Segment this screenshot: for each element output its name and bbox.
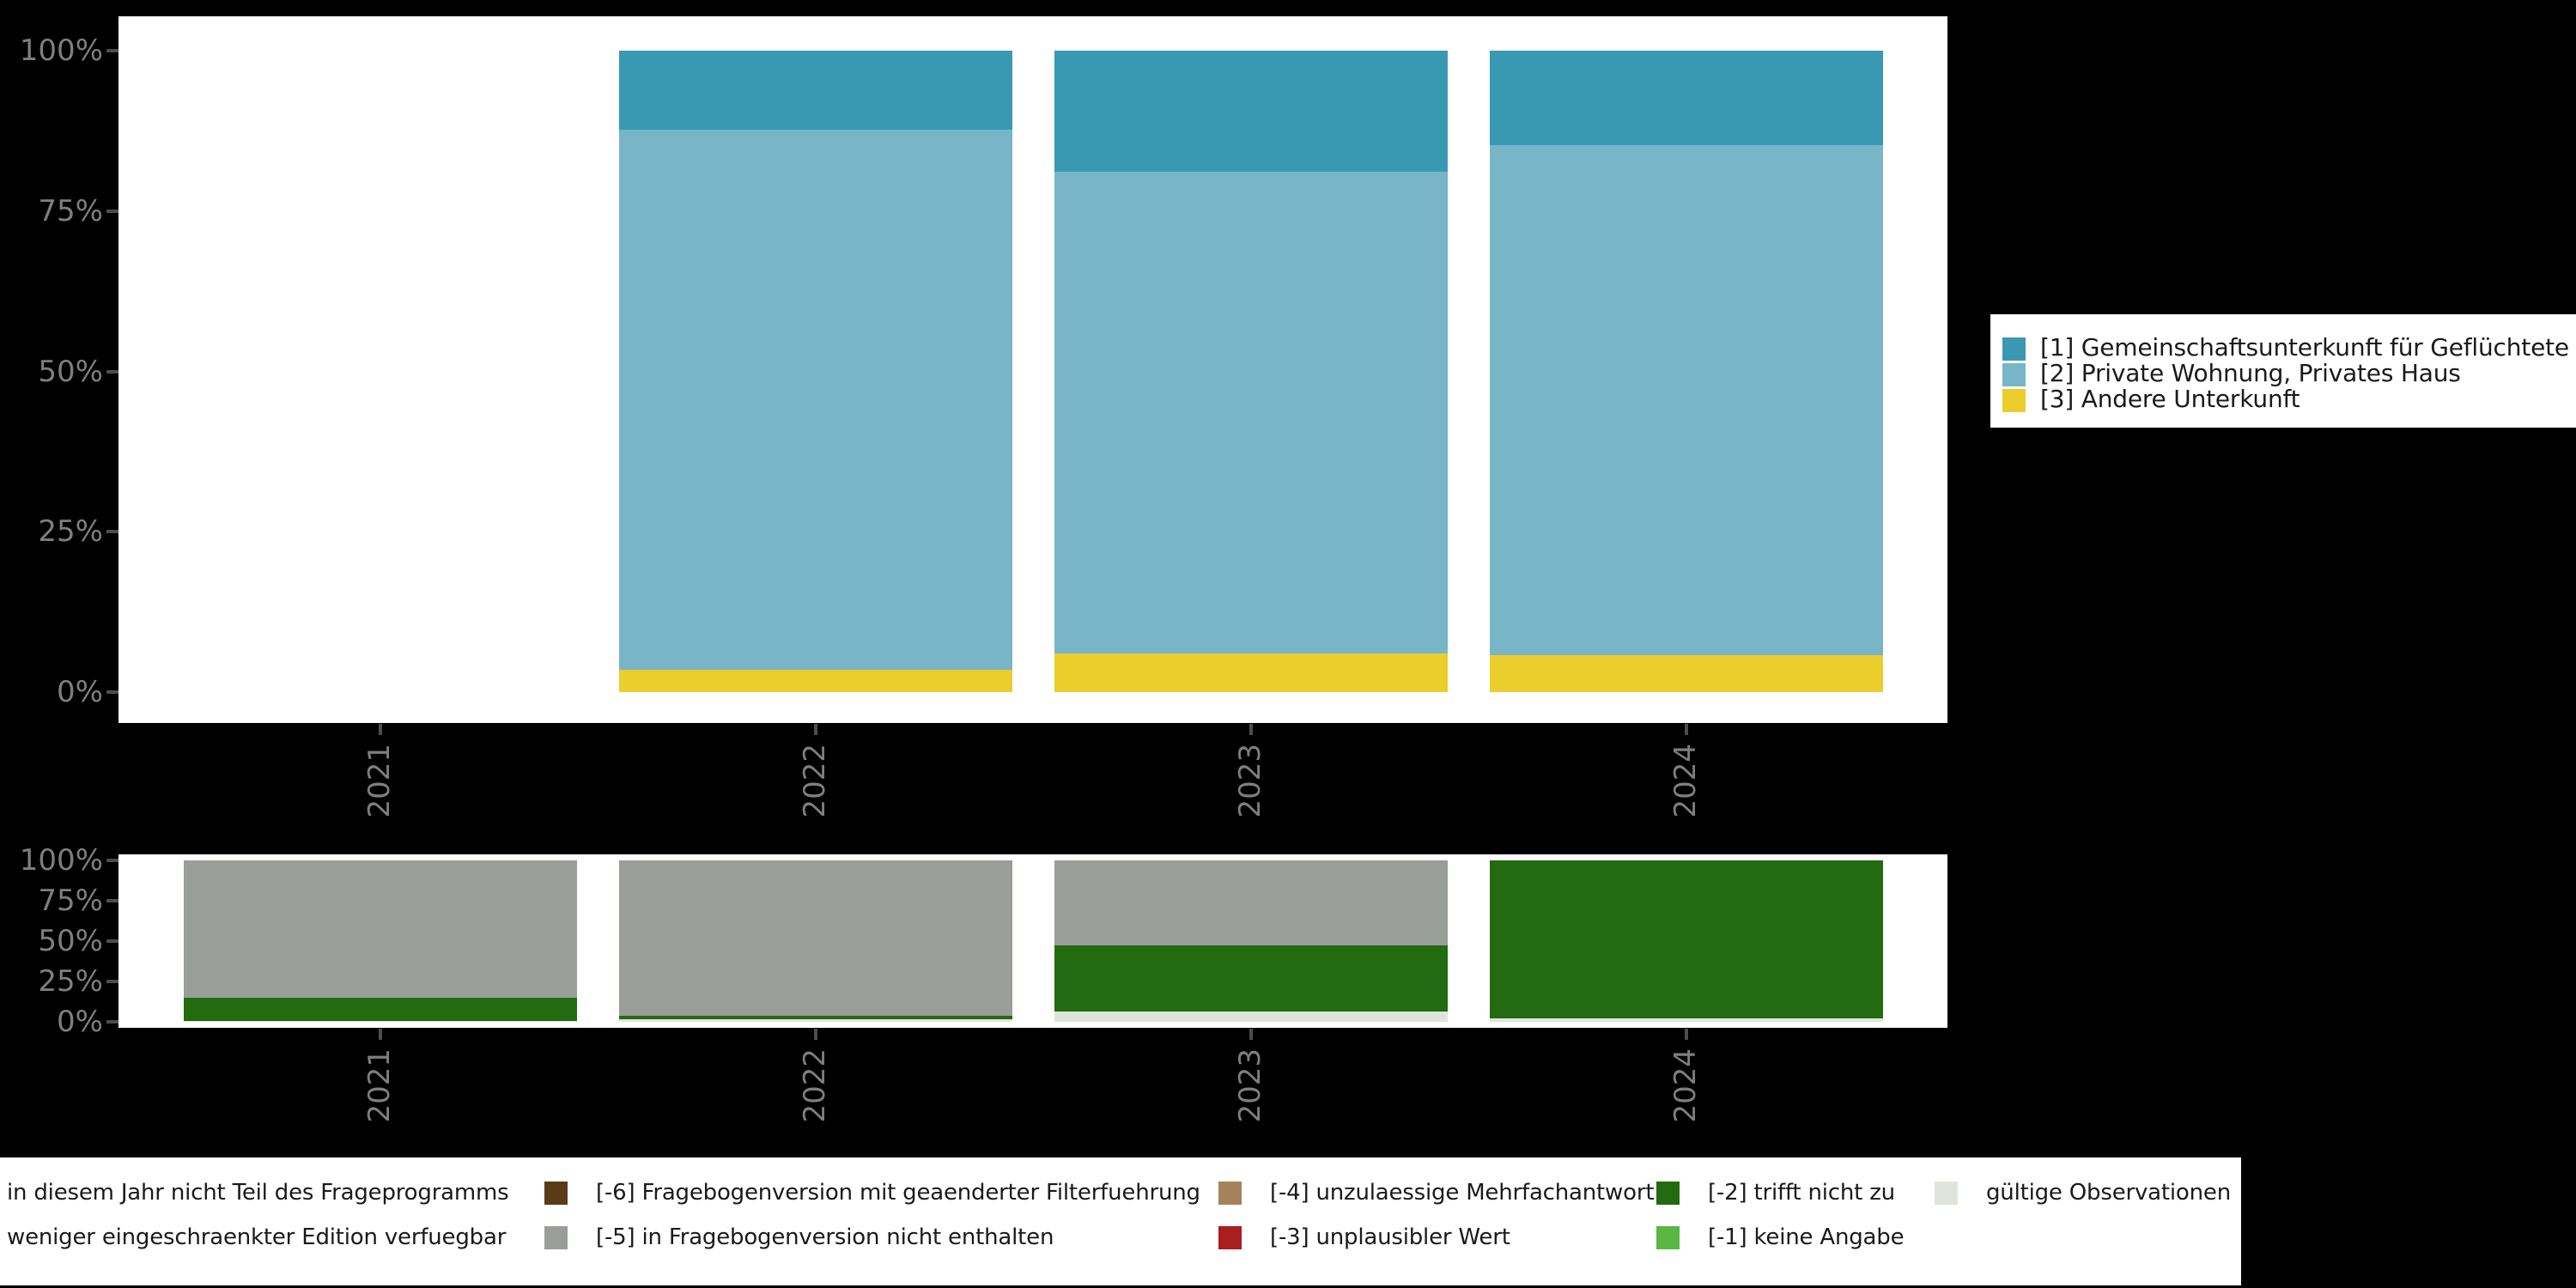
x-axis-tick-label: 2022	[798, 744, 832, 818]
bar-segment	[1490, 144, 1883, 655]
legend-label: [-6] Fragebogenversion mit geaenderter F…	[596, 1180, 1200, 1206]
legend-label: [-4] unzulaessige Mehrfachantwort	[1270, 1180, 1655, 1206]
x-axis-tick-label: 2023	[1233, 1048, 1267, 1123]
x-axis-tick-mark	[1249, 1029, 1253, 1040]
legend-swatch	[2002, 337, 2026, 361]
bar-segment	[619, 860, 1012, 1016]
y-axis-tick-label: 100%	[19, 843, 103, 878]
bar-segment	[1054, 860, 1448, 946]
bar-segment	[1054, 172, 1448, 654]
legend-swatch	[2002, 389, 2026, 412]
x-axis-tick-mark	[814, 724, 817, 735]
legend-label: [-3] unplausibler Wert	[1270, 1224, 1510, 1250]
y-axis-tick-label: 50%	[38, 924, 103, 958]
y-axis-tick-mark	[106, 859, 118, 862]
bar-segment	[619, 1015, 1012, 1020]
bar-segment	[1054, 1012, 1448, 1022]
bar-segment	[1490, 51, 1883, 145]
x-axis-tick-label: 2021	[362, 744, 397, 818]
x-axis-tick-mark	[379, 1029, 382, 1040]
y-axis-tick-label: 100%	[19, 33, 103, 68]
legend-swatch	[544, 1182, 568, 1205]
x-axis-tick-mark	[1685, 1029, 1688, 1040]
y-axis-tick-label: 25%	[38, 514, 103, 550]
x-axis-tick-mark	[1249, 724, 1253, 735]
y-axis-tick-label: 75%	[38, 193, 103, 228]
legend-swatch	[1935, 1182, 1958, 1205]
bar-segment	[619, 129, 1012, 670]
x-axis-tick-mark	[814, 1029, 817, 1040]
bar-segment	[1054, 653, 1448, 692]
y-axis-tick-mark	[106, 49, 118, 52]
y-axis-tick-mark	[106, 690, 118, 694]
bar-segment	[1490, 654, 1883, 692]
y-axis-tick-mark	[106, 899, 118, 902]
bar-segment	[1490, 860, 1883, 1019]
legend-swatch	[544, 1226, 568, 1249]
y-axis-tick-mark	[106, 369, 118, 374]
y-axis-tick-mark	[106, 209, 118, 213]
y-axis-tick-label: 25%	[38, 964, 103, 999]
bar-segment	[1490, 1018, 1883, 1022]
bar-segment	[619, 51, 1012, 130]
legend-label: weniger eingeschraenkter Edition verfueg…	[7, 1224, 507, 1250]
legend-swatch	[1218, 1182, 1242, 1205]
legend-label: [-5] in Fragebogenversion nicht enthalte…	[596, 1224, 1054, 1250]
x-axis-tick-mark	[379, 724, 382, 735]
bar-segment	[1054, 945, 1448, 1012]
legend-label: in diesem Jahr nicht Teil des Frageprogr…	[7, 1180, 509, 1206]
top-chart-legend: [1] Gemeinschaftsunterkunft für Geflücht…	[1990, 314, 2576, 428]
bar-segment	[184, 1021, 577, 1022]
y-axis-tick-label: 0%	[57, 675, 103, 709]
bar-segment	[1054, 51, 1448, 173]
legend-swatch	[1656, 1226, 1680, 1249]
bottom-chart-legend: in diesem Jahr nicht Teil des Frageprogr…	[0, 1157, 2241, 1285]
x-axis-tick-label: 2022	[798, 1048, 832, 1123]
y-axis-tick-label: 75%	[38, 884, 103, 918]
legend-swatch	[1656, 1182, 1680, 1205]
bar-segment	[619, 1019, 1012, 1022]
legend-label: [1] Gemeinschaftsunterkunft für Geflücht…	[2040, 333, 2569, 361]
legend-label: gültige Observationen	[1986, 1180, 2231, 1206]
y-axis-tick-label: 0%	[57, 1005, 103, 1039]
y-axis-tick-label: 50%	[38, 354, 103, 389]
x-axis-tick-label: 2023	[1233, 744, 1267, 818]
legend-label: [2] Private Wohnung, Privates Haus	[2040, 359, 2461, 387]
y-axis-tick-mark	[106, 1020, 118, 1024]
legend-label: [-2] trifft nicht zu	[1708, 1180, 1895, 1206]
legend-label: [-1] keine Angabe	[1708, 1224, 1905, 1250]
bar-segment	[619, 669, 1012, 692]
legend-swatch	[2002, 363, 2026, 386]
y-axis-tick-mark	[106, 980, 118, 983]
x-axis-tick-mark	[1685, 724, 1688, 735]
bar-segment	[184, 997, 577, 1022]
y-axis-tick-mark	[106, 530, 118, 534]
legend-label: [3] Andere Unterkunft	[2040, 385, 2300, 413]
x-axis-tick-label: 2024	[1668, 744, 1703, 818]
bar-segment	[184, 860, 577, 998]
y-axis-tick-mark	[106, 939, 118, 943]
x-axis-tick-label: 2024	[1668, 1048, 1703, 1123]
x-axis-tick-label: 2021	[362, 1048, 397, 1123]
legend-swatch	[1218, 1226, 1242, 1249]
